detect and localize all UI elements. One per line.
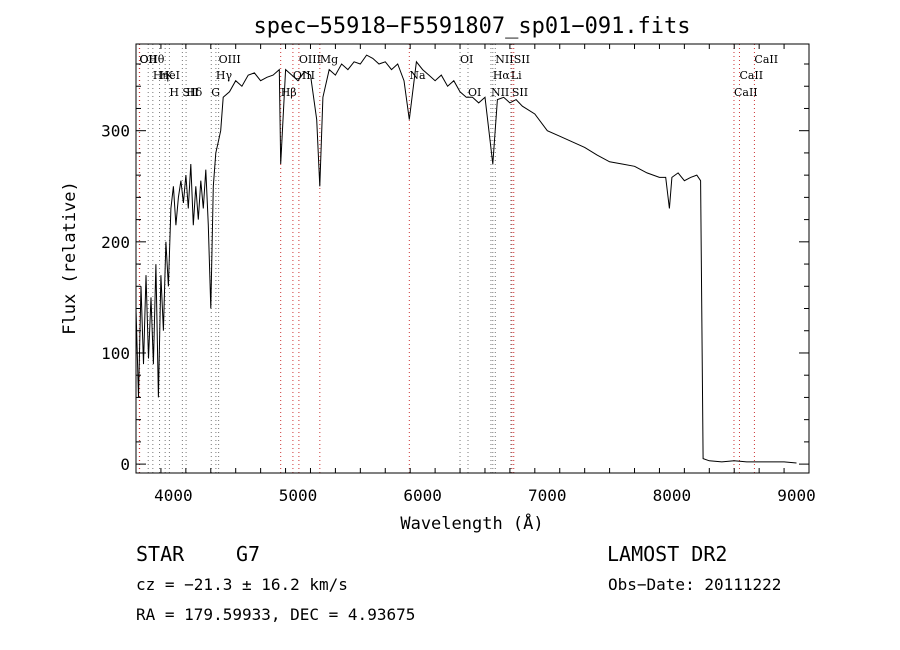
spectral-line-label: Hγ (216, 69, 233, 82)
spectral-line-label: OI (460, 53, 473, 66)
x-axis-label: Wavelength (Å) (400, 512, 543, 534)
x-tick-label: 4000 (154, 486, 193, 505)
spectral-line-label: CaII (754, 53, 778, 66)
spectral-line-label: Hδ (186, 86, 203, 99)
spectral-line-label: K (165, 69, 174, 82)
spectral-line-markers (138, 44, 755, 473)
spectral-line-label: OII (140, 53, 158, 66)
spectral-line-label: Hη (153, 69, 169, 82)
y-tick-label: 300 (101, 122, 130, 141)
y-tick-label: 200 (101, 233, 130, 252)
y-tick-label: 0 (120, 455, 130, 474)
y-tick-label: 100 (101, 344, 130, 363)
observation-date: Obs−Date: 20111222 (608, 575, 782, 594)
spectral-line-label: OIII (299, 53, 321, 66)
spectral-line-label: OII (139, 53, 157, 66)
spectral-line-label: SII (182, 86, 198, 99)
x-tick-label: 5000 (279, 486, 318, 505)
spectrum-line (135, 54, 797, 464)
y-axis-label: Flux (relative) (60, 181, 80, 335)
spectral-line-label: H (169, 86, 179, 99)
spectral-line-labels: HθKHδOIIHeISIIOIIHηHOIIIHγGOIIIOIIIHβMgN… (139, 53, 778, 99)
spectral-line-label: Mg (320, 53, 338, 66)
spectral-line-label: Na (409, 69, 426, 82)
spectral-line-label: Li (511, 69, 522, 82)
spectral-line-label: SII (512, 86, 528, 99)
spectral-line-label: NII (491, 86, 509, 99)
spectral-line-label: HeI (160, 69, 180, 82)
plot-frame (135, 43, 810, 474)
y-axis: 0 100 200 300 (101, 63, 809, 474)
survey-label: LAMOST DR2 (607, 542, 728, 566)
spectral-line-label: Hθ (148, 53, 165, 66)
spectral-line-label: Hβ (281, 86, 297, 99)
spectral-line-label: OI (468, 86, 481, 99)
spectral-line-label: CaII (734, 86, 758, 99)
redshift-velocity: cz = −21.3 ± 16.2 km/s (136, 575, 348, 594)
chart-title: spec−55918−F5591807_sp01−091.fits (253, 14, 690, 39)
spectral-line-label: SII (514, 53, 530, 66)
spectral-line-label: OIII (219, 53, 241, 66)
coordinates: RA = 179.59933, DEC = 4.93675 (136, 605, 416, 624)
x-axis: 4000 5000 6000 7000 8000 9000 (135, 44, 816, 505)
spectral-line-label: OIII (293, 69, 315, 82)
spectral-line-label: G (211, 86, 220, 99)
spectral-line-label: CaII (739, 69, 763, 82)
plot-series (135, 54, 797, 464)
spectral-subclass: G7 (236, 542, 261, 566)
x-tick-label: 7000 (528, 486, 567, 505)
x-tick-label: 8000 (653, 486, 692, 505)
x-tick-label: 6000 (403, 486, 442, 505)
spectral-line-label: Hα (493, 69, 511, 82)
spectral-line-label: NII (495, 53, 513, 66)
object-type: STAR (136, 542, 185, 566)
x-tick-label: 9000 (777, 486, 816, 505)
